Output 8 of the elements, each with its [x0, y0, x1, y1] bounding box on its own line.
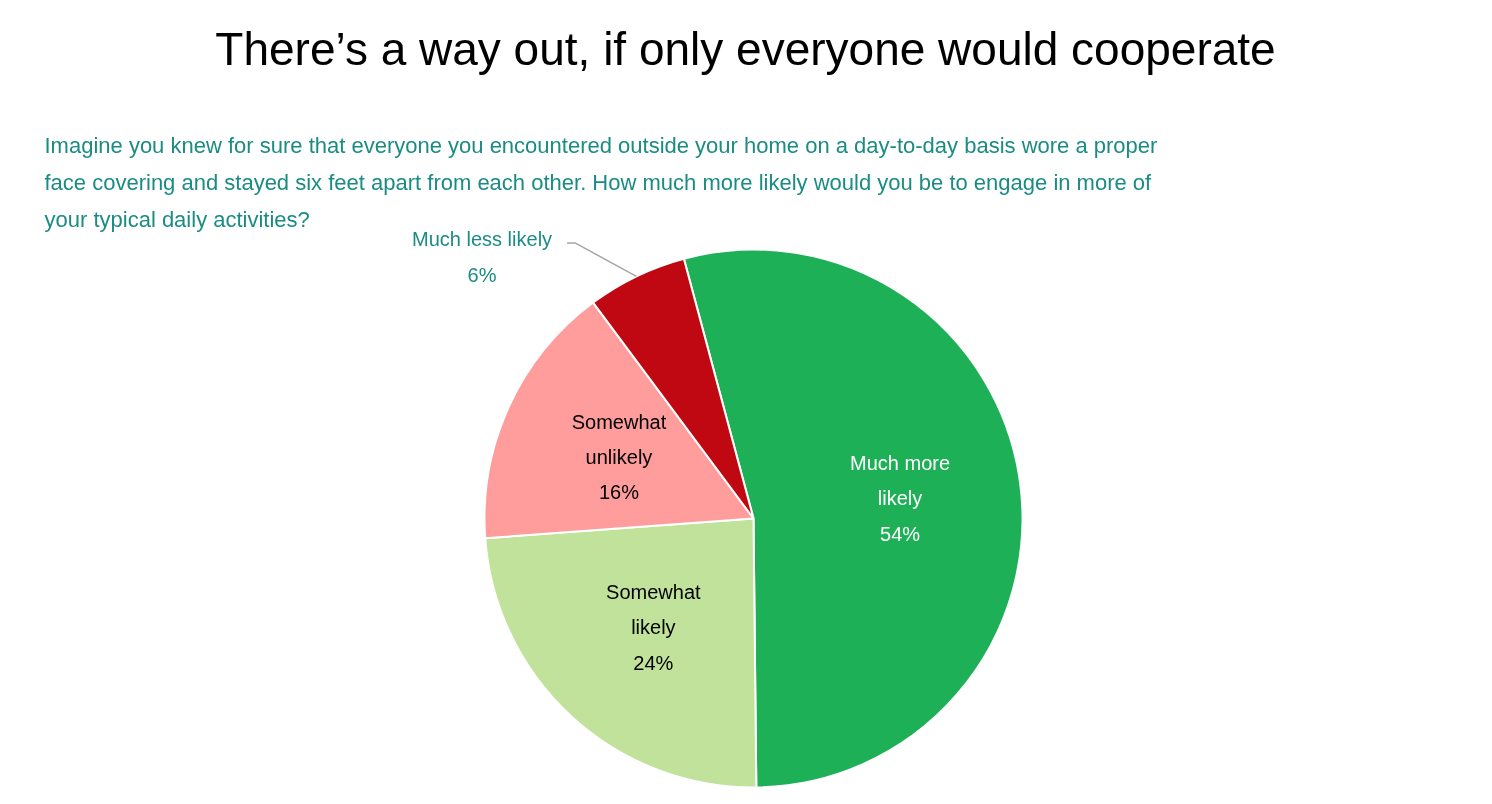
data-label: 6%	[467, 263, 497, 286]
slice-label: Somewhat likely	[606, 581, 702, 639]
data-label: 54%	[880, 522, 921, 545]
slice-label: Somewhat unlikely	[571, 410, 667, 468]
slice-label: Much more likely	[850, 452, 951, 510]
data-label: 16%	[598, 481, 640, 504]
chart-title: There’s a way out, if only everyone would cooperate	[215, 22, 1276, 75]
data-label: 24%	[633, 651, 674, 674]
